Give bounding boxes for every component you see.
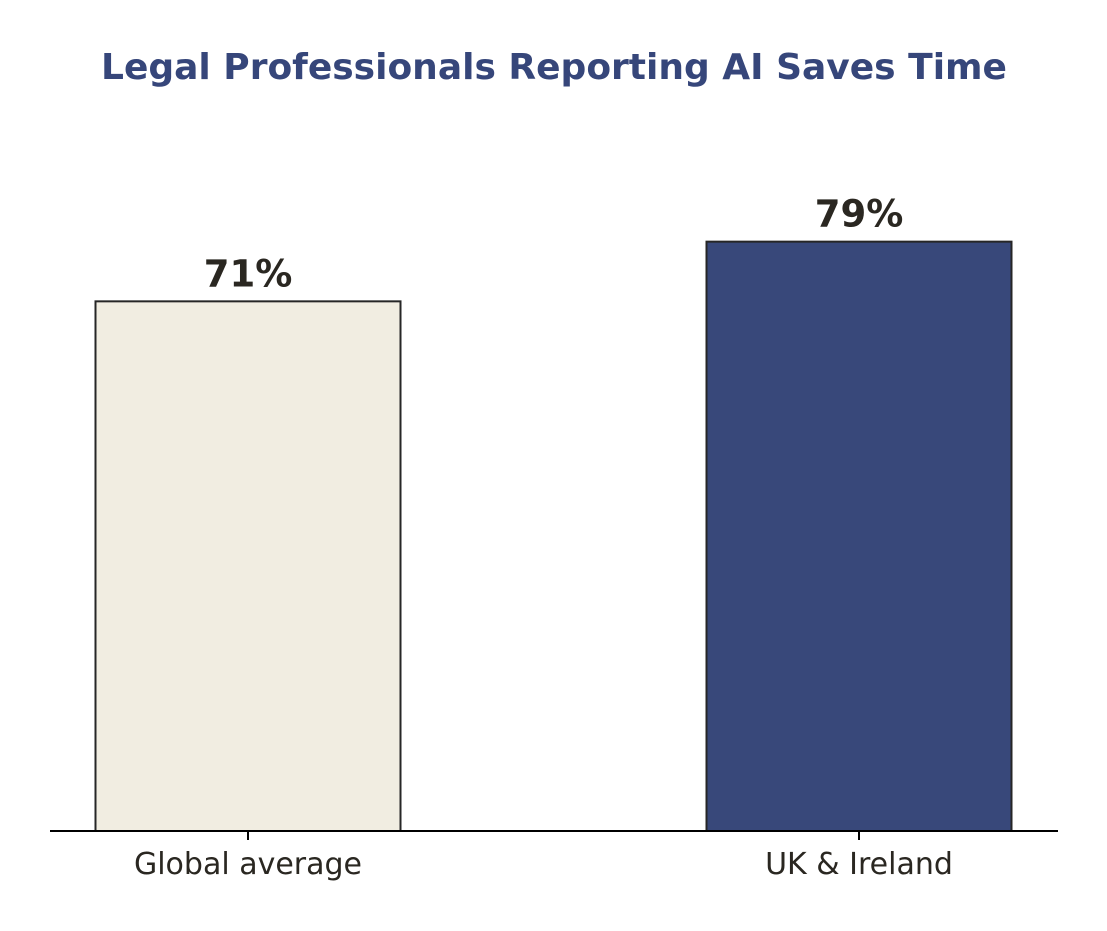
value-label-global-average: 71%: [204, 252, 293, 295]
x-axis-ticks: Global average UK & Ireland: [134, 831, 953, 882]
value-labels-layer: 71% 79%: [204, 193, 904, 296]
bar-uk-and-ireland: [705, 240, 1013, 833]
bar-global-average: [94, 300, 402, 832]
value-label-uk-and-ireland: 79%: [815, 193, 904, 236]
x-tick-label-uk-and-ireland: UK & Ireland: [765, 847, 953, 882]
bars-layer: [94, 240, 1013, 833]
x-tick-label-global-average: Global average: [134, 847, 362, 882]
chart-title: Legal Professionals Reporting AI Saves T…: [101, 47, 1007, 88]
